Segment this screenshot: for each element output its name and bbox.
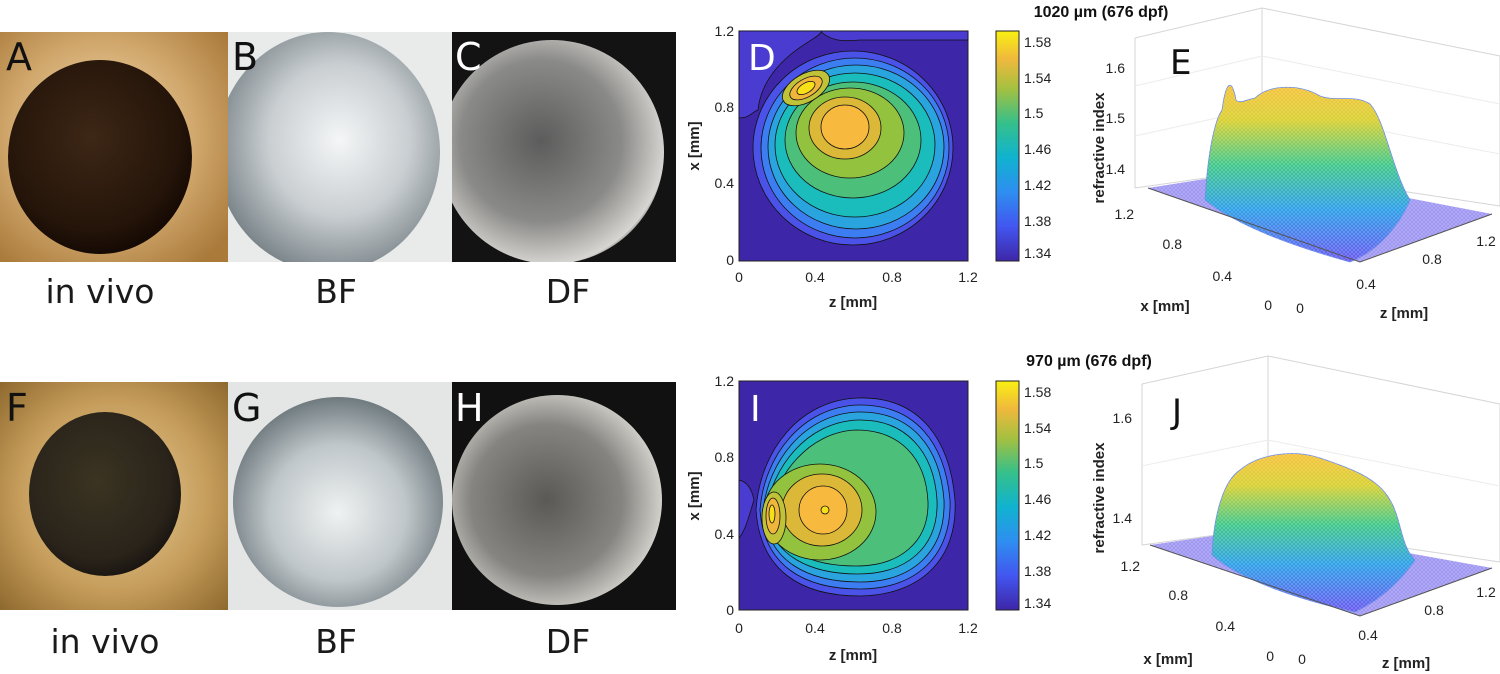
caption-in-vivo-bottom: in vivo xyxy=(50,622,160,661)
y-axis-label: x [mm] xyxy=(686,121,703,170)
surface-x-tick: 1.2 xyxy=(1121,558,1141,574)
photo-in-vivo-top xyxy=(0,32,228,262)
tick-x: 0 xyxy=(735,620,743,636)
colorbar-tick: 1.42 xyxy=(1024,527,1051,543)
caption-df-top: DF xyxy=(545,272,591,311)
colorbar-title-bottom: 970 µm (676 dpf) xyxy=(1026,353,1152,370)
tick-y: 0.4 xyxy=(715,175,735,191)
surface-y-tick: 0.8 xyxy=(1422,251,1442,267)
caption-df-bottom: DF xyxy=(545,622,591,661)
surface-x-label: x [mm] xyxy=(1140,298,1189,315)
tick-y: 1.2 xyxy=(715,373,735,389)
tick-x: 0.4 xyxy=(805,269,825,285)
surface-plot-j xyxy=(1141,355,1500,617)
panel-letter-j: J xyxy=(1170,392,1182,432)
surface-x-tick: 1.2 xyxy=(1115,206,1135,222)
surface-y-tick: 0 xyxy=(1296,300,1304,316)
tick-x: 0 xyxy=(735,269,743,285)
colorbar-bottom xyxy=(995,380,1020,611)
contour-plot-i xyxy=(738,380,969,611)
colorbar-tick: 1.38 xyxy=(1024,563,1051,579)
caption-bf-top: BF xyxy=(315,272,357,311)
surface-z-tick: 1.4 xyxy=(1113,510,1133,526)
tick-y: 0 xyxy=(726,252,734,268)
tick-y: 0.8 xyxy=(715,449,735,465)
tick-x: 0.8 xyxy=(882,620,902,636)
colorbar-tick: 1.46 xyxy=(1024,141,1051,157)
tick-x: 1.2 xyxy=(958,269,978,285)
surface-x-tick: 0 xyxy=(1264,297,1272,313)
photo-bf-bottom xyxy=(228,382,452,610)
surface-x-tick: 0.8 xyxy=(1169,587,1189,603)
surface-y-tick: 0.4 xyxy=(1358,627,1378,643)
panel-letter-i: I xyxy=(750,389,761,430)
photo-df-bottom xyxy=(452,382,676,610)
panel-letter-c: C xyxy=(455,35,482,79)
colorbar-tick: 1.58 xyxy=(1024,34,1051,50)
surface-y-tick: 0 xyxy=(1298,651,1306,667)
panel-letter-a: A xyxy=(6,35,32,79)
colorbar-title-top: 1020 µm (676 dpf) xyxy=(1034,4,1169,21)
surface-x-tick: 0.4 xyxy=(1213,268,1233,284)
caption-bf-bottom: BF xyxy=(315,622,357,661)
colorbar-tick: 1.54 xyxy=(1024,420,1051,436)
colorbar-tick: 1.42 xyxy=(1024,177,1051,193)
panel-letter-d: D xyxy=(748,38,776,79)
colorbar-top xyxy=(995,30,1020,262)
panel-letter-h: H xyxy=(455,386,484,430)
surface-y-label: z [mm] xyxy=(1380,305,1428,322)
contour-plot-d xyxy=(738,30,969,262)
tick-x: 1.2 xyxy=(958,620,978,636)
surface-y-tick: 1.2 xyxy=(1476,584,1496,600)
tick-y: 1.2 xyxy=(715,23,735,39)
photo-df-top xyxy=(452,32,676,262)
tick-x: 0.8 xyxy=(882,269,902,285)
tick-y: 0 xyxy=(726,602,734,618)
colorbar-tick: 1.34 xyxy=(1024,595,1051,611)
x-axis-label: z [mm] xyxy=(829,294,877,311)
surface-x-label: x [mm] xyxy=(1143,651,1192,668)
panel-letter-g: G xyxy=(232,386,262,430)
x-axis-label: z [mm] xyxy=(829,647,877,664)
surface-z-label: refractive index xyxy=(1091,92,1108,204)
surface-z-tick: 1.6 xyxy=(1113,410,1133,426)
tick-y: 0.4 xyxy=(715,526,735,542)
colorbar-tick: 1.58 xyxy=(1024,384,1051,400)
surface-x-tick: 0.4 xyxy=(1216,618,1236,634)
surface-y-tick: 0.8 xyxy=(1424,602,1444,618)
colorbar-tick: 1.5 xyxy=(1024,455,1044,471)
colorbar-tick: 1.54 xyxy=(1024,70,1051,86)
caption-in-vivo-top: in vivo xyxy=(45,272,155,311)
surface-y-label: z [mm] xyxy=(1382,655,1430,672)
surface-z-tick: 1.4 xyxy=(1106,161,1126,177)
surface-z-tick: 1.5 xyxy=(1106,110,1126,126)
panel-letter-f: F xyxy=(6,386,28,430)
colorbar-tick: 1.46 xyxy=(1024,491,1051,507)
surface-z-label: refractive index xyxy=(1091,442,1108,554)
panel-letter-e: E xyxy=(1170,43,1191,83)
surface-y-tick: 0.4 xyxy=(1356,276,1376,292)
y-axis-label: x [mm] xyxy=(686,471,703,520)
colorbar-tick: 1.34 xyxy=(1024,245,1051,261)
colorbar-tick: 1.5 xyxy=(1024,105,1044,121)
surface-x-tick: 0 xyxy=(1266,648,1274,664)
surface-z-tick: 1.6 xyxy=(1106,60,1126,76)
tick-y: 0.8 xyxy=(715,99,735,115)
colorbar-tick: 1.38 xyxy=(1024,213,1051,229)
photo-in-vivo-bottom xyxy=(0,382,228,610)
surface-x-tick: 0.8 xyxy=(1163,236,1183,252)
tick-x: 0.4 xyxy=(805,620,825,636)
surface-y-tick: 1.2 xyxy=(1476,233,1496,249)
surface-plot-e xyxy=(1134,7,1500,263)
panel-letter-b: B xyxy=(232,35,259,79)
photo-bf-top xyxy=(228,32,452,262)
